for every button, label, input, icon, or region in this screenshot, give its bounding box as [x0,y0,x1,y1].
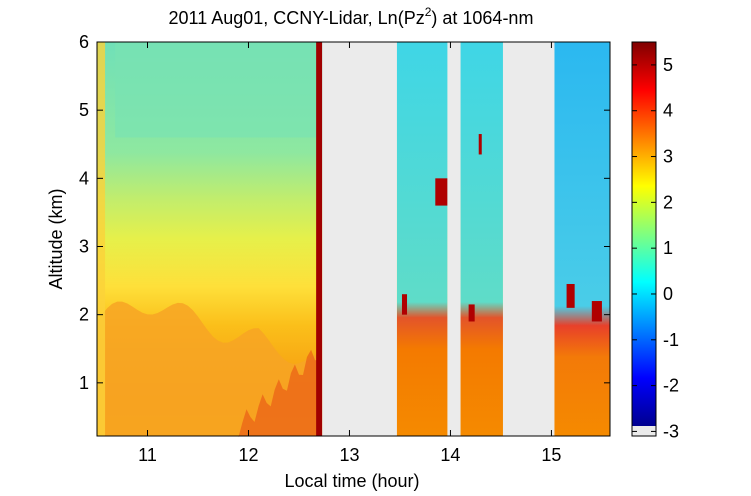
x-axis-label: Local time (hour) [284,471,419,491]
colorbar-tick-label: 5 [663,55,673,75]
colorbar-tick-label: -1 [663,330,679,350]
no-data-gap-1 [322,42,397,436]
colorbar-tick-label: -2 [663,376,679,396]
cloud-speck-2 [478,134,482,155]
no-data-gap-2 [447,42,461,436]
y-axis-label: Altitude (km) [46,188,66,289]
y-tick-label: 6 [79,32,89,52]
colorbar [632,42,656,426]
data-block-2 [460,42,503,436]
x-tick-label: 13 [339,445,359,465]
colorbar-tick-label: 3 [663,147,673,167]
colorbar-tick-label: 1 [663,238,673,258]
colorbar-nodata-swatch [632,426,656,436]
y-tick-label: 4 [79,168,89,188]
chart-title: 2011 Aug01, CCNY-Lidar, Ln(Pz2) at 1064-… [169,5,534,28]
plot-frame [96,41,611,437]
cloud-streak [316,42,323,436]
colorbar-tick-label: 4 [663,101,673,121]
x-tick-label: 14 [440,445,460,465]
colorbar-axis: -3 -2 -1 0 1 2 3 4 5 [632,55,679,441]
heatmap-plot [97,42,610,438]
cloud-speck-3 [401,294,408,315]
no-data-gap-3 [502,42,555,436]
x-tick-label: 15 [541,445,561,465]
data-block-1 [396,42,448,436]
y-tick-label: 5 [79,100,89,120]
y-tick-label: 3 [79,236,89,256]
upper-air-region [115,42,320,138]
cloud-speck-4 [468,304,475,322]
y-tick-label: 1 [79,373,89,393]
colorbar-tick-label: -3 [663,421,679,441]
y-tick-label: 2 [79,305,89,325]
edge-column [97,42,106,436]
cloud-speck-1 [435,178,448,206]
cloud-speck-5 [566,283,575,308]
x-tick-label: 12 [238,445,258,465]
cloud-speck-6 [591,301,602,322]
data-block-3 [554,42,610,436]
colorbar-frame [631,41,657,437]
colorbar-tick-label: 0 [663,284,673,304]
y-axis: 1 2 3 4 5 6 [79,32,610,393]
colorbar-tick-label: 2 [663,192,673,212]
x-axis: 11 12 13 14 15 [138,42,561,465]
x-tick-label: 11 [138,445,157,465]
surface-layer-region [238,349,323,438]
